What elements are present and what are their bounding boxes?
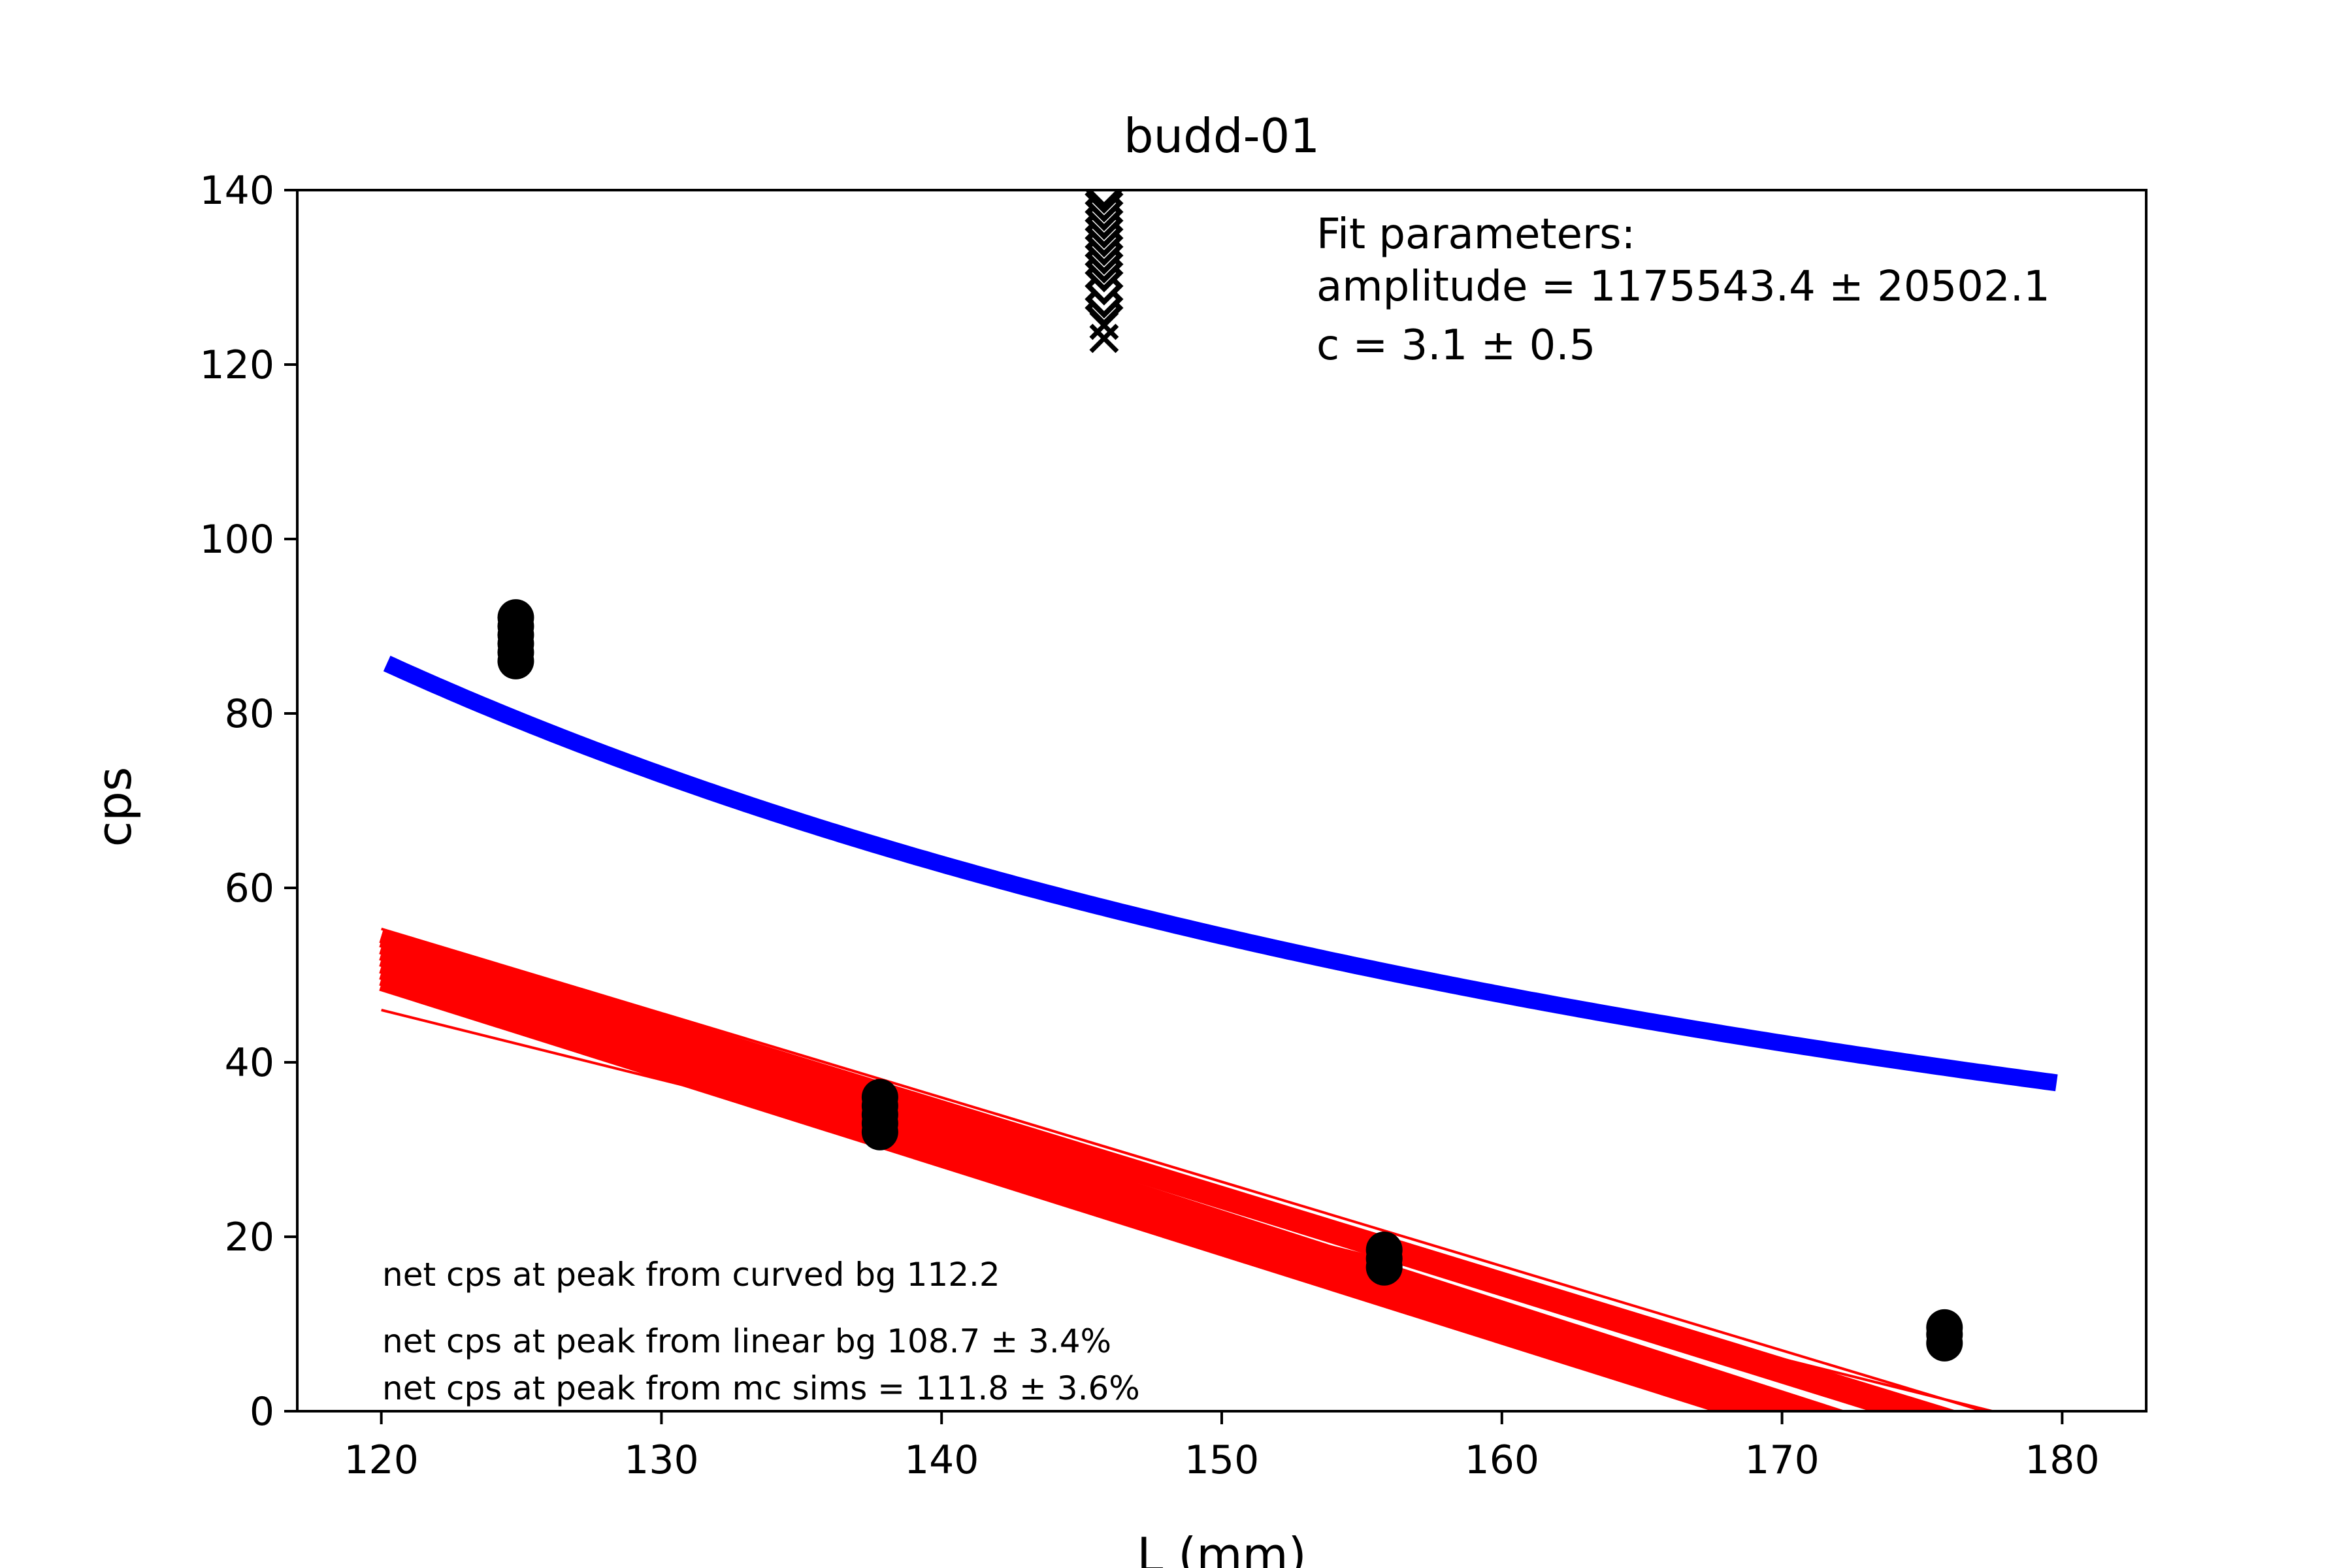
y-tick-label: 0 [250,1389,274,1435]
x-axis-label: L (mm) [1137,1527,1306,1568]
net-cps-annotations: net cps at peak from curved bg 112.2 net… [382,1256,1140,1407]
fit-parameters-box: Fit parameters: amplitude = 1175543.4 ± … [1316,210,2050,370]
y-tick-label: 80 [225,691,274,737]
net-cps-mc: net cps at peak from mc sims = 111.8 ± 3… [382,1369,1140,1407]
fit-c-text: c = 3.1 ± 0.5 [1316,321,1595,370]
x-axis-ticks: 120 130 140 150 160 170 180 [344,1411,2100,1483]
y-tick-label: 100 [199,517,274,563]
y-tick-label: 40 [225,1040,274,1086]
peak-points [1085,190,1124,353]
curved-background-fit [383,655,2058,1092]
y-tick-label: 60 [225,866,274,911]
y-axis-ticks: 0 20 40 60 80 100 120 140 [199,168,297,1435]
y-tick-label: 20 [225,1215,274,1260]
net-cps-linear: net cps at peak from linear bg 108.7 ± 3… [382,1322,1111,1360]
plot-area [379,190,2058,1411]
fit-parameters-header: Fit parameters: [1316,210,1635,259]
x-tick-label: 180 [2025,1437,2100,1483]
y-tick-label: 120 [199,342,274,388]
y-axis-label: cps [87,767,142,847]
peak-point [1089,323,1119,353]
linear-fit-line [379,933,1919,1411]
background-point [861,1079,898,1116]
background-points [497,599,1963,1362]
x-tick-label: 160 [1465,1437,1540,1483]
linear-fit-lines [379,927,1998,1411]
x-tick-label: 130 [624,1437,699,1483]
x-tick-label: 150 [1184,1437,1260,1483]
x-tick-label: 170 [1744,1437,1820,1483]
chart-title: budd-01 [1124,108,1320,163]
x-tick-label: 120 [344,1437,419,1483]
peak-point [1085,190,1124,210]
background-point [1365,1232,1403,1269]
background-point [497,599,534,636]
linear-fit-line [381,927,1989,1411]
fit-amplitude-text: amplitude = 1175543.4 ± 20502.1 [1316,263,2050,311]
net-cps-curved: net cps at peak from curved bg 112.2 [382,1256,1000,1294]
x-tick-label: 140 [904,1437,979,1483]
linear-fit-line [379,977,1760,1411]
background-point [1926,1309,1963,1346]
linear-fit-line [381,1008,1998,1411]
y-tick-label: 140 [199,168,274,214]
